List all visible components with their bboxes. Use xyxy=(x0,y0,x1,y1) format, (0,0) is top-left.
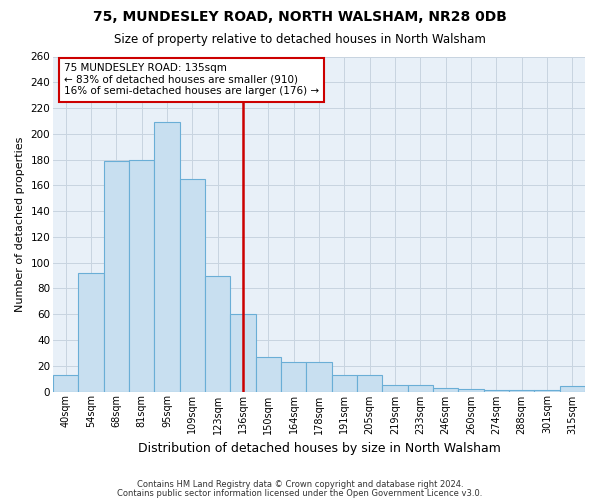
Bar xyxy=(79,273,104,392)
Bar xyxy=(53,375,79,392)
Bar xyxy=(560,386,585,392)
Bar xyxy=(382,385,407,392)
Bar xyxy=(180,179,205,392)
Text: Contains public sector information licensed under the Open Government Licence v3: Contains public sector information licen… xyxy=(118,488,482,498)
Bar xyxy=(256,356,281,392)
Bar xyxy=(281,362,307,392)
Bar xyxy=(230,314,256,392)
Bar xyxy=(458,389,484,392)
Bar xyxy=(433,388,458,392)
Y-axis label: Number of detached properties: Number of detached properties xyxy=(15,136,25,312)
Text: Contains HM Land Registry data © Crown copyright and database right 2024.: Contains HM Land Registry data © Crown c… xyxy=(137,480,463,489)
Bar xyxy=(307,362,332,392)
Text: 75 MUNDESLEY ROAD: 135sqm
← 83% of detached houses are smaller (910)
16% of semi: 75 MUNDESLEY ROAD: 135sqm ← 83% of detac… xyxy=(64,63,319,96)
Bar xyxy=(104,161,129,392)
Bar xyxy=(484,390,509,392)
Bar xyxy=(535,390,560,392)
Bar xyxy=(205,276,230,392)
Bar xyxy=(332,375,357,392)
Bar xyxy=(357,375,382,392)
Text: Size of property relative to detached houses in North Walsham: Size of property relative to detached ho… xyxy=(114,32,486,46)
Bar xyxy=(129,160,154,392)
Bar xyxy=(509,390,535,392)
Text: 75, MUNDESLEY ROAD, NORTH WALSHAM, NR28 0DB: 75, MUNDESLEY ROAD, NORTH WALSHAM, NR28 … xyxy=(93,10,507,24)
Bar xyxy=(407,385,433,392)
Bar xyxy=(154,122,180,392)
X-axis label: Distribution of detached houses by size in North Walsham: Distribution of detached houses by size … xyxy=(137,442,500,455)
